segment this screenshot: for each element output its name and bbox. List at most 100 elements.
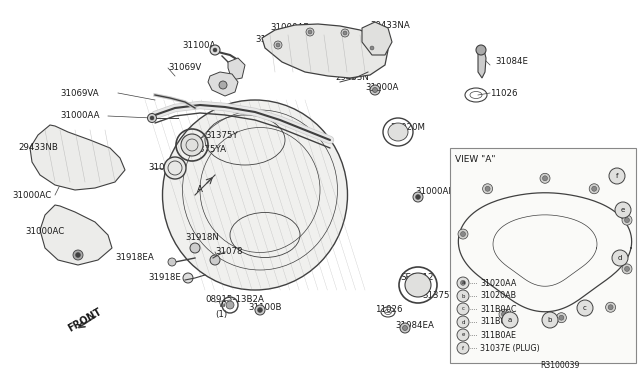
Text: 31375Y: 31375Y — [205, 131, 237, 140]
Text: (1): (1) — [215, 311, 227, 320]
Circle shape — [274, 41, 282, 49]
Polygon shape — [228, 58, 245, 80]
Circle shape — [458, 278, 468, 288]
Text: 31918N: 31918N — [185, 234, 219, 243]
Polygon shape — [208, 72, 238, 96]
Circle shape — [226, 301, 234, 309]
Circle shape — [457, 290, 469, 302]
Circle shape — [461, 280, 465, 285]
Circle shape — [457, 329, 469, 341]
Circle shape — [502, 312, 506, 317]
Text: SEC112: SEC112 — [400, 273, 433, 282]
Ellipse shape — [164, 157, 186, 179]
Circle shape — [457, 277, 469, 289]
Circle shape — [168, 258, 176, 266]
Ellipse shape — [163, 100, 348, 290]
Ellipse shape — [181, 134, 203, 156]
Circle shape — [485, 186, 490, 191]
Circle shape — [625, 266, 630, 272]
Text: 29433NA: 29433NA — [370, 20, 410, 29]
Circle shape — [368, 44, 376, 52]
Circle shape — [499, 309, 509, 319]
Text: 31000A: 31000A — [365, 83, 398, 93]
Circle shape — [76, 253, 81, 257]
Text: 31000AA: 31000AA — [60, 112, 99, 121]
Circle shape — [461, 231, 465, 237]
Text: 31918E: 31918E — [148, 273, 181, 282]
Polygon shape — [30, 125, 125, 190]
Circle shape — [400, 323, 410, 333]
Text: 31000AB: 31000AB — [270, 23, 309, 32]
Polygon shape — [362, 22, 392, 55]
Text: b: b — [548, 317, 552, 323]
Circle shape — [502, 312, 518, 328]
Text: 311B0AE: 311B0AE — [480, 330, 516, 340]
Circle shape — [625, 218, 630, 222]
Circle shape — [257, 308, 262, 312]
Circle shape — [458, 229, 468, 239]
Circle shape — [370, 46, 374, 50]
Text: VIEW "A": VIEW "A" — [455, 155, 495, 164]
Circle shape — [255, 305, 265, 315]
Text: 31084E: 31084E — [495, 58, 528, 67]
Text: R3100039: R3100039 — [540, 362, 580, 371]
Text: 31020AA: 31020AA — [480, 279, 516, 288]
Text: a: a — [508, 317, 512, 323]
Circle shape — [608, 305, 613, 310]
Circle shape — [556, 313, 566, 323]
Text: 31078: 31078 — [215, 247, 243, 257]
Polygon shape — [478, 50, 486, 78]
Ellipse shape — [388, 123, 408, 141]
Text: 08915-13B2A: 08915-13B2A — [205, 295, 264, 305]
Circle shape — [622, 264, 632, 274]
Bar — [450, 148, 636, 363]
Text: d: d — [461, 320, 465, 324]
Text: 11026: 11026 — [490, 89, 518, 97]
Text: c: c — [583, 305, 587, 311]
Text: 31375YA: 31375YA — [188, 145, 226, 154]
Text: a: a — [461, 280, 465, 285]
Text: 31100A: 31100A — [182, 42, 216, 51]
Circle shape — [370, 85, 380, 95]
Text: FRONT: FRONT — [67, 307, 104, 334]
Text: W: W — [219, 302, 225, 308]
Text: 31037E (PLUG): 31037E (PLUG) — [480, 343, 540, 353]
Circle shape — [559, 315, 564, 320]
Circle shape — [308, 30, 312, 34]
Circle shape — [213, 48, 217, 52]
Circle shape — [150, 116, 154, 120]
Circle shape — [476, 45, 486, 55]
Text: 31000AD: 31000AD — [415, 187, 455, 196]
Text: 29433N: 29433N — [335, 74, 369, 83]
Circle shape — [341, 29, 349, 37]
Text: e: e — [461, 333, 465, 337]
Polygon shape — [262, 24, 388, 78]
Text: 311B0AC: 311B0AC — [480, 305, 516, 314]
Text: 31069V: 31069V — [168, 64, 201, 73]
Circle shape — [73, 250, 83, 260]
Text: A: A — [197, 186, 203, 195]
Circle shape — [372, 87, 378, 93]
Text: 11026: 11026 — [375, 305, 403, 314]
Text: 31037E: 31037E — [148, 164, 181, 173]
Text: 31000AB: 31000AB — [255, 35, 294, 45]
Circle shape — [577, 300, 593, 316]
Circle shape — [483, 184, 493, 194]
Text: e: e — [621, 207, 625, 213]
Text: 31000AC: 31000AC — [25, 228, 64, 237]
Text: d: d — [618, 255, 622, 261]
Circle shape — [612, 250, 628, 266]
Text: 31100B: 31100B — [248, 304, 282, 312]
Text: 31918EA: 31918EA — [115, 253, 154, 263]
Circle shape — [622, 215, 632, 225]
Circle shape — [403, 326, 408, 330]
Circle shape — [413, 192, 423, 202]
Circle shape — [589, 184, 599, 194]
Ellipse shape — [405, 273, 431, 297]
Circle shape — [343, 31, 347, 35]
Circle shape — [457, 342, 469, 354]
Circle shape — [543, 176, 547, 181]
Text: 31020AB: 31020AB — [480, 292, 516, 301]
Text: 29433NB: 29433NB — [18, 144, 58, 153]
Circle shape — [609, 168, 625, 184]
